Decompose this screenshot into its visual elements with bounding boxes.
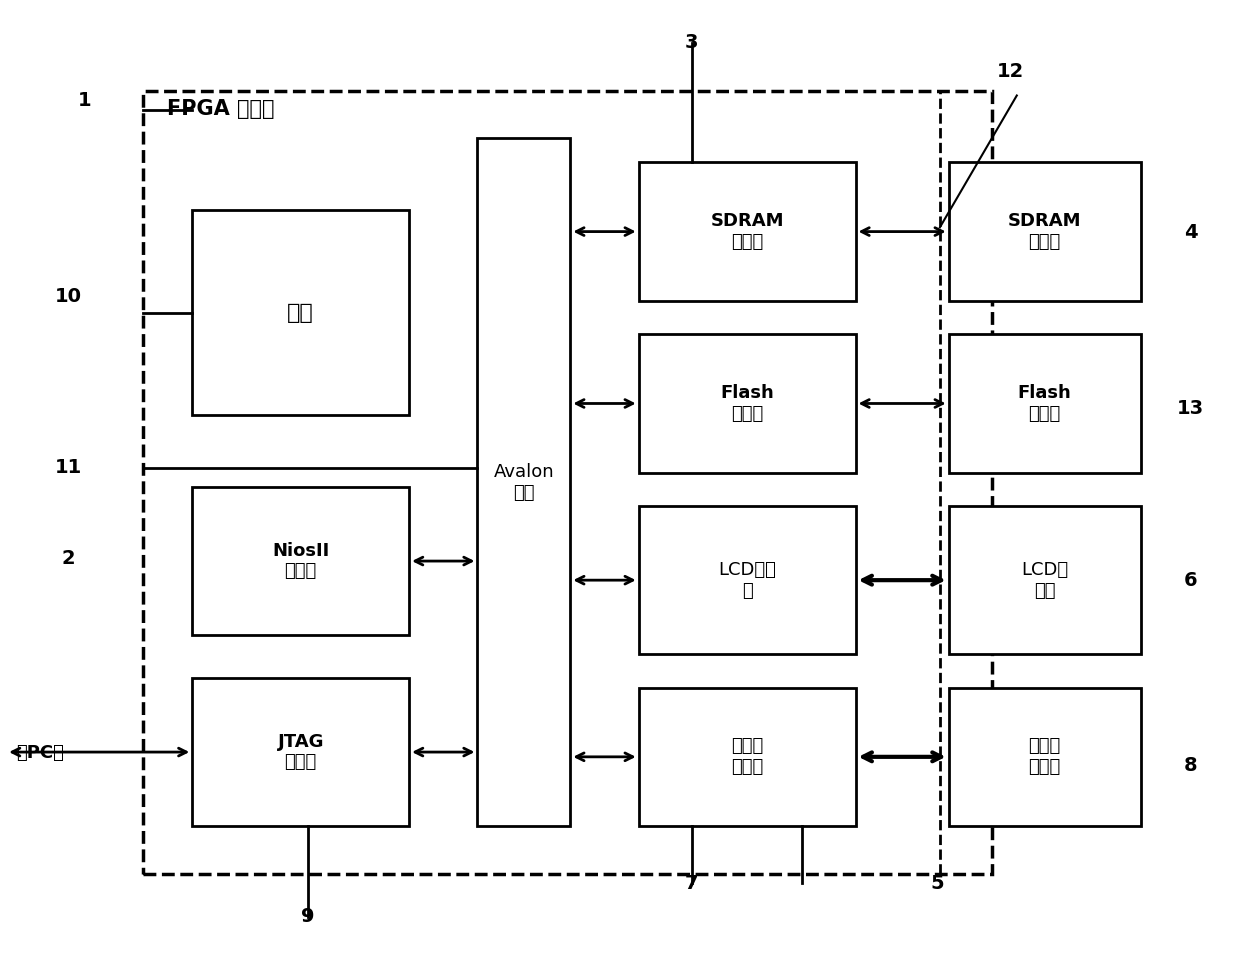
Text: 数码管
显示器: 数码管 显示器 [1028, 737, 1061, 776]
Bar [949, 162, 1141, 301]
Text: 11: 11 [55, 458, 82, 478]
Text: FPGA 开发板: FPGA 开发板 [167, 99, 275, 119]
Text: NiosII
处理器: NiosII 处理器 [272, 541, 330, 581]
Bar [639, 162, 856, 301]
Text: 至PC机: 至PC机 [16, 744, 63, 761]
Text: 4: 4 [1184, 223, 1197, 242]
Text: LCD显
示器: LCD显 示器 [1021, 561, 1069, 600]
Text: 12: 12 [997, 62, 1024, 81]
Text: 卡槽: 卡槽 [288, 303, 314, 323]
Bar [192, 487, 409, 635]
Text: 数码管
控制器: 数码管 控制器 [730, 737, 764, 776]
Text: 7: 7 [686, 874, 698, 893]
Text: 8: 8 [1184, 756, 1197, 775]
Bar [949, 688, 1141, 826]
Text: 1: 1 [78, 91, 91, 110]
Text: JTAG
控制器: JTAG 控制器 [278, 732, 324, 772]
Bar [639, 334, 856, 473]
Text: 3: 3 [686, 33, 698, 53]
Text: SDRAM
控制器: SDRAM 控制器 [711, 212, 784, 251]
Text: 5: 5 [931, 874, 944, 893]
Bar [949, 334, 1141, 473]
Text: Flash
控制器: Flash 控制器 [720, 384, 774, 423]
Bar [143, 91, 992, 874]
Text: 9: 9 [301, 907, 314, 926]
Bar [639, 506, 856, 654]
Bar [192, 678, 409, 826]
Bar [949, 506, 1141, 654]
Text: LCD控制
器: LCD控制 器 [718, 561, 776, 600]
Text: Flash
存储器: Flash 存储器 [1018, 384, 1071, 423]
Bar [477, 138, 570, 826]
Bar [639, 688, 856, 826]
Text: 6: 6 [1184, 571, 1197, 590]
Text: 2: 2 [62, 549, 74, 568]
Text: Avalon
总线: Avalon 总线 [494, 463, 554, 501]
Text: 13: 13 [1177, 399, 1204, 418]
Bar [192, 210, 409, 415]
Text: 10: 10 [55, 286, 82, 306]
Text: SDRAM
存储器: SDRAM 存储器 [1008, 212, 1081, 251]
